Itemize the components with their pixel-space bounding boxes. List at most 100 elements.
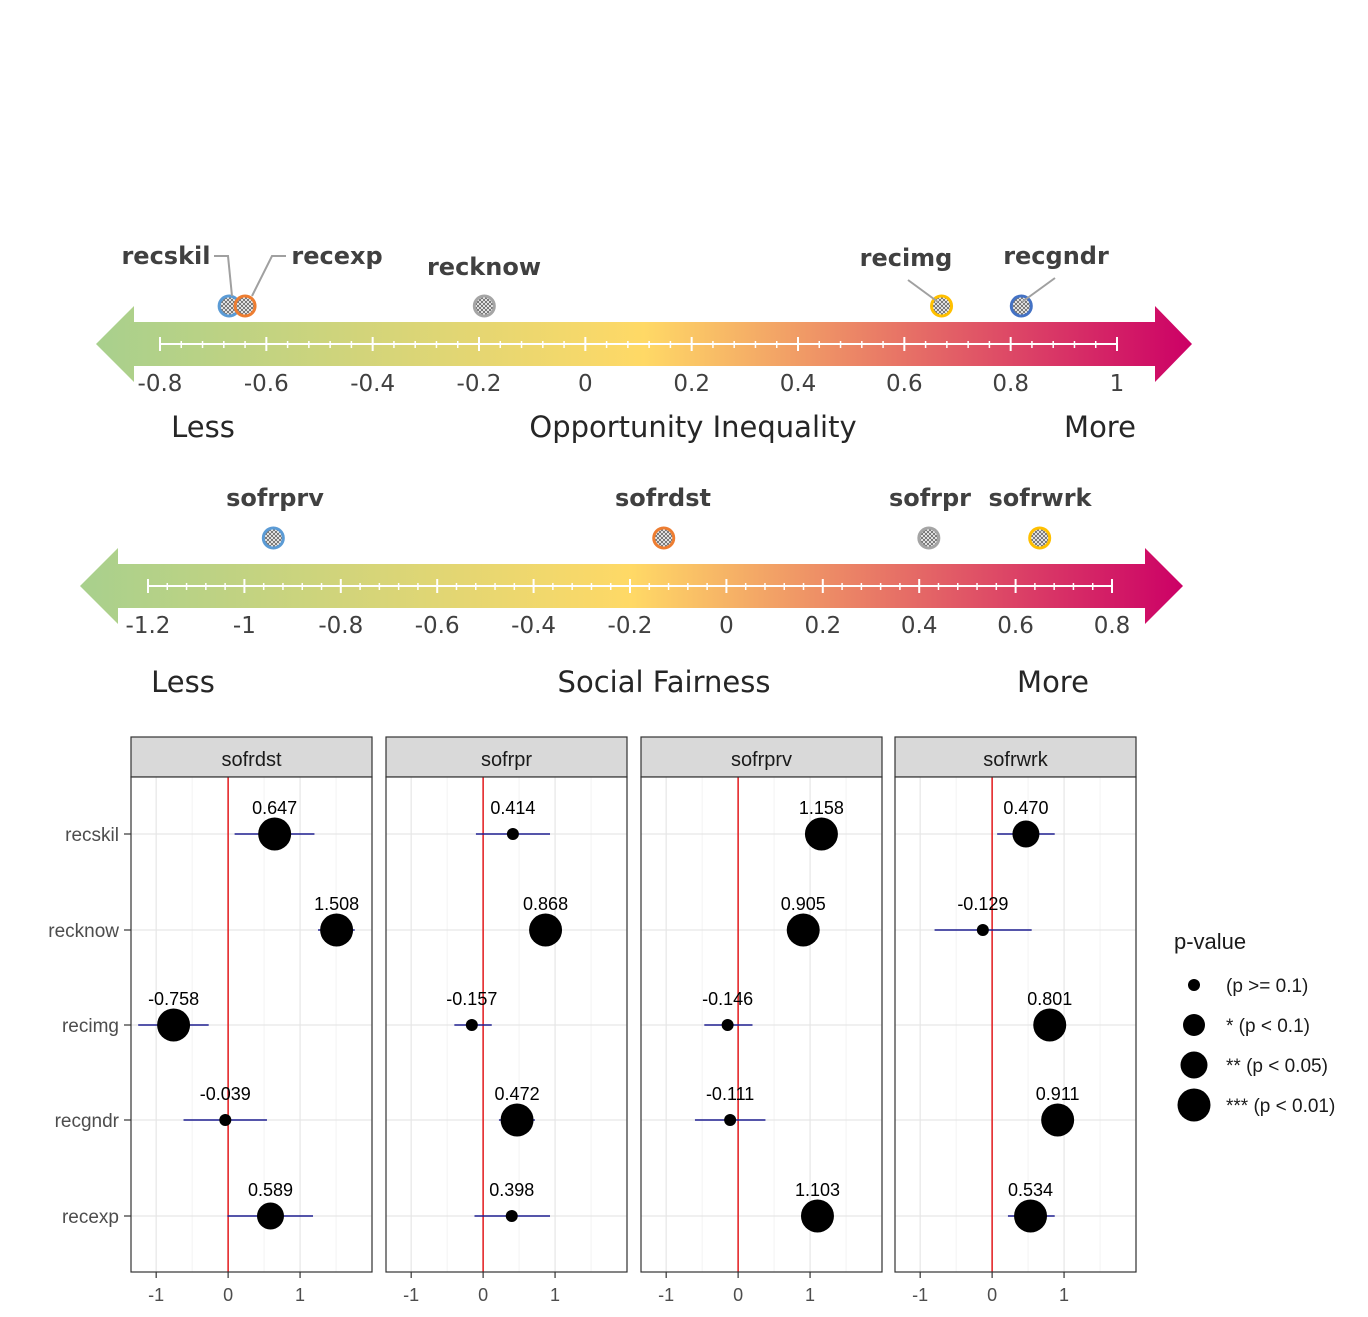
panel-border	[385, 776, 628, 1273]
estimate-label: 0.911	[1036, 1084, 1080, 1104]
scale-marker-circle	[233, 294, 257, 318]
scale-marker-recimg: recimg	[860, 244, 954, 318]
estimate-recimg: -0.157	[446, 989, 497, 1031]
scale-tick-label: 0	[578, 371, 593, 397]
scale-marker-circle	[652, 526, 676, 550]
point-estimate	[786, 913, 820, 947]
scale-tick-label: 0.8	[992, 371, 1029, 397]
scale-marker-recskil: recskil	[121, 242, 241, 318]
panel-border	[894, 776, 1137, 1273]
x-tick-label: -1	[912, 1285, 928, 1305]
x-tick-label: 1	[805, 1285, 815, 1305]
x-tick-label: 0	[223, 1285, 233, 1305]
legend-title: p-value	[1174, 929, 1246, 954]
legend-entry-label: *** (p < 0.01)	[1226, 1096, 1335, 1117]
point-estimate	[219, 1114, 232, 1126]
leader-line	[251, 255, 286, 297]
panel-border	[640, 776, 883, 1273]
x-tick-label: 1	[1059, 1285, 1069, 1305]
estimate-label: 1.103	[795, 1180, 840, 1200]
estimate-label: 1.158	[799, 798, 844, 818]
x-tick-label: 0	[478, 1285, 488, 1305]
estimate-label: 0.414	[490, 798, 535, 818]
estimate-recknow: -0.129	[934, 894, 1032, 936]
estimate-recgndr: -0.039	[183, 1084, 267, 1126]
point-estimate	[506, 828, 519, 840]
panel-strip-title: sofrdst	[221, 749, 281, 771]
panel-sofrwrk: sofrwrk 0.470 -0.129 0.801 0.911 0.534 -1 0 1	[894, 736, 1137, 1305]
panel-sofrpr: sofrpr 0.414 0.868 -0.157 0.472 0.398 -1 0 1	[385, 736, 628, 1305]
legend-entry: *** (p < 0.01)	[1177, 1088, 1335, 1122]
point-estimate	[500, 1103, 534, 1137]
estimate-label: -0.157	[446, 989, 497, 1009]
panel-border	[130, 776, 373, 1273]
legend-entry: (p >= 0.1)	[1188, 976, 1308, 997]
x-tick-label: -1	[403, 1285, 419, 1305]
scale-marker-label: recexp	[291, 242, 382, 270]
legend-key-circle	[1183, 1014, 1205, 1036]
point-estimate	[721, 1019, 734, 1031]
scale-marker-label: sofrpr	[889, 484, 971, 512]
legend-key-circle	[1180, 1051, 1208, 1079]
scale-less-label: Less	[171, 410, 235, 444]
estimate-label: 0.470	[1003, 798, 1048, 818]
panel-strip	[385, 736, 628, 778]
legend-entry-label: * (p < 0.1)	[1226, 1016, 1310, 1037]
point-estimate	[1041, 1103, 1075, 1137]
panel-sofrprv: sofrprv 1.158 0.905 -0.146 -0.111 1.103 -1 0 1	[640, 736, 883, 1305]
scale-tick-label: -0.4	[350, 371, 395, 397]
legend-key-circle	[1188, 979, 1200, 991]
estimate-label: 0.472	[495, 1084, 540, 1104]
scale-tick-label: 0.6	[997, 613, 1034, 639]
estimate-label: 0.801	[1027, 989, 1072, 1009]
scale-marker-label: recgndr	[1003, 242, 1109, 270]
scale-tick-label: -0.2	[457, 371, 502, 397]
estimate-label: 0.534	[1008, 1180, 1053, 1200]
legend-entry: ** (p < 0.05)	[1180, 1051, 1328, 1079]
estimate-label: 0.589	[248, 1180, 293, 1200]
panel-strip	[640, 736, 883, 778]
scale-marker-sofrpr: sofrpr	[889, 484, 971, 550]
estimate-label: -0.129	[957, 894, 1008, 914]
opportunity-inequality-scale: -0.8 -0.6 -0.4 -0.2 0 0.2 0.4 0.6 0.8 1 recskil rec…	[96, 242, 1192, 444]
estimate-recknow: 0.868	[523, 894, 568, 947]
point-estimate	[976, 924, 989, 936]
scale-tick-label: -0.4	[511, 613, 556, 639]
scale-less-label: Less	[151, 665, 215, 699]
estimate-recskil: 0.414	[475, 798, 551, 840]
scale-tick-label: -1	[233, 613, 256, 639]
scale-marker-sofrprv: sofrprv	[226, 484, 324, 550]
row-label-recexp: recexp	[62, 1207, 119, 1228]
scale-tick-label: 0	[719, 613, 734, 639]
scale-tick-label: 0.2	[805, 613, 842, 639]
scale-marker-recgndr: recgndr	[1003, 242, 1109, 318]
scale-tick-label: -0.8	[318, 613, 363, 639]
point-estimate	[1012, 820, 1040, 848]
estimate-label: -0.039	[200, 1084, 251, 1104]
scale-marker-label: recimg	[860, 244, 953, 272]
scale-tick-label: 1	[1110, 371, 1125, 397]
point-estimate	[256, 1202, 284, 1230]
estimate-label: 0.868	[523, 894, 568, 914]
scale-marker-recexp: recexp	[233, 242, 383, 318]
x-tick-label: 0	[987, 1285, 997, 1305]
row-label-recimg: recimg	[62, 1016, 119, 1037]
x-tick-label: -1	[658, 1285, 674, 1305]
estimate-label: -0.146	[702, 989, 753, 1009]
point-estimate	[800, 1199, 834, 1233]
estimate-label: 0.905	[781, 894, 826, 914]
legend-entry-label: (p >= 0.1)	[1226, 976, 1308, 997]
estimate-recgndr: 0.472	[495, 1084, 540, 1137]
scale-axis-title: Social Fairness	[558, 665, 771, 699]
x-tick-label: 1	[295, 1285, 305, 1305]
scale-axis-title: Opportunity Inequality	[529, 410, 856, 444]
estimate-recskil: 0.647	[234, 798, 315, 851]
estimate-recexp: 1.103	[795, 1180, 840, 1233]
estimate-recimg: -0.146	[702, 989, 753, 1031]
point-estimate	[320, 913, 354, 947]
leader-line	[907, 279, 939, 303]
scale-tick-label: 0.8	[1094, 613, 1131, 639]
scale-marker-label: sofrprv	[226, 484, 324, 512]
scale-more-label: More	[1064, 410, 1136, 444]
estimate-recknow: 0.905	[781, 894, 826, 947]
